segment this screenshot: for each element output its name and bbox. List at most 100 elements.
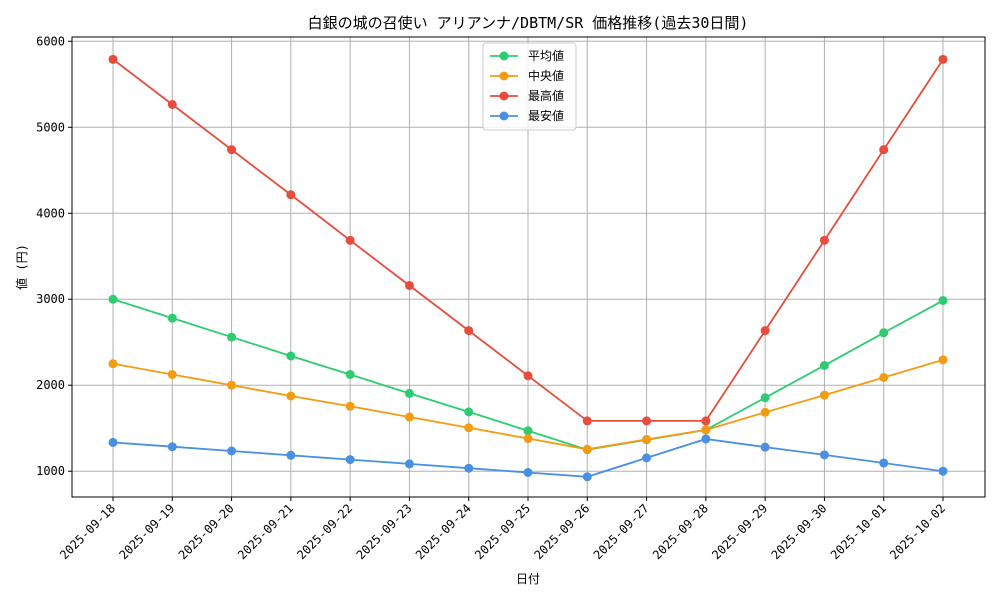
data-point (345, 455, 355, 465)
data-point (227, 446, 237, 456)
data-point (642, 434, 652, 444)
legend-label: 平均値 (528, 48, 564, 63)
data-point (464, 463, 474, 473)
data-point (701, 434, 711, 444)
data-point (286, 391, 296, 401)
x-tick-label: 2025-09-30 (769, 501, 830, 562)
x-tick-label: 2025-10-02 (887, 501, 948, 562)
data-point (404, 388, 414, 398)
series-最安値 (108, 434, 948, 482)
data-point (819, 390, 829, 400)
data-point (404, 459, 414, 469)
data-point (108, 359, 118, 369)
data-point (108, 294, 118, 304)
data-point (227, 380, 237, 390)
x-tick-label: 2025-09-27 (591, 501, 652, 562)
series-lines (108, 54, 948, 482)
data-point (523, 434, 533, 444)
data-point (879, 145, 889, 155)
x-tick-label: 2025-09-23 (354, 501, 415, 562)
data-point (404, 280, 414, 290)
data-point (345, 401, 355, 411)
x-tick-label: 2025-09-24 (413, 501, 474, 562)
data-point (345, 369, 355, 379)
legend-label: 最安値 (528, 108, 564, 123)
legend-swatch-marker (499, 71, 509, 81)
x-tick-label: 2025-09-29 (709, 501, 770, 562)
y-axis-label: 値 (円) (14, 244, 29, 290)
data-point (523, 426, 533, 436)
x-tick-label: 2025-09-28 (650, 501, 711, 562)
data-point (108, 54, 118, 64)
legend-swatch-marker (499, 111, 509, 121)
data-point (582, 444, 592, 454)
data-point (286, 450, 296, 460)
data-point (879, 458, 889, 468)
data-point (760, 393, 770, 403)
x-tick-label: 2025-09-18 (57, 501, 118, 562)
y-tick-label: 2000 (36, 378, 65, 392)
data-point (227, 332, 237, 342)
x-axis-label: 日付 (516, 572, 540, 586)
x-tick-label: 2025-09-25 (472, 501, 533, 562)
data-point (938, 355, 948, 365)
data-point (819, 235, 829, 245)
x-tick-label: 2025-09-21 (235, 501, 296, 562)
x-tick-label: 2025-09-22 (294, 501, 355, 562)
series-中央値 (108, 355, 948, 454)
data-point (938, 54, 948, 64)
legend-swatch-marker (499, 91, 509, 101)
data-point (938, 466, 948, 476)
data-point (464, 407, 474, 417)
data-point (108, 437, 118, 447)
data-point (879, 372, 889, 382)
data-point (938, 296, 948, 306)
data-point (879, 328, 889, 338)
x-tick-label: 2025-09-26 (531, 501, 592, 562)
data-point (523, 371, 533, 381)
chart-title: 白銀の城の召使い アリアンナ/DBTM/SR 価格推移(過去30日間) (308, 14, 749, 32)
y-tick-label: 3000 (36, 292, 65, 306)
data-point (167, 99, 177, 109)
data-point (227, 145, 237, 155)
grid (72, 37, 985, 497)
data-point (760, 442, 770, 452)
data-point (819, 450, 829, 460)
data-point (523, 467, 533, 477)
legend-item: 中央値 (490, 68, 564, 83)
data-point (464, 326, 474, 336)
data-point (345, 235, 355, 245)
legend-item: 最高値 (490, 88, 564, 103)
legend-item: 最安値 (490, 108, 564, 123)
data-point (701, 416, 711, 426)
data-point (167, 442, 177, 452)
data-point (701, 425, 711, 435)
data-point (642, 416, 652, 426)
y-tick-label: 6000 (36, 34, 65, 48)
data-point (286, 190, 296, 200)
y-tick-label: 5000 (36, 120, 65, 134)
series-平均値 (108, 294, 948, 455)
data-point (760, 407, 770, 417)
data-point (819, 360, 829, 370)
legend-item: 平均値 (490, 48, 564, 63)
data-point (582, 416, 592, 426)
data-point (404, 412, 414, 422)
series-最高値 (108, 54, 948, 426)
data-point (167, 313, 177, 323)
x-tick-label: 2025-09-19 (116, 501, 177, 562)
legend-label: 最高値 (528, 88, 564, 103)
data-point (760, 326, 770, 336)
x-tick-label: 2025-09-20 (176, 501, 237, 562)
x-tick-label: 2025-10-01 (828, 501, 889, 562)
legend-box (482, 42, 577, 131)
y-tick-label: 1000 (36, 464, 65, 478)
data-point (464, 423, 474, 433)
data-point (582, 472, 592, 482)
legend-swatch-marker (499, 51, 509, 61)
data-point (286, 351, 296, 361)
data-point (642, 453, 652, 463)
